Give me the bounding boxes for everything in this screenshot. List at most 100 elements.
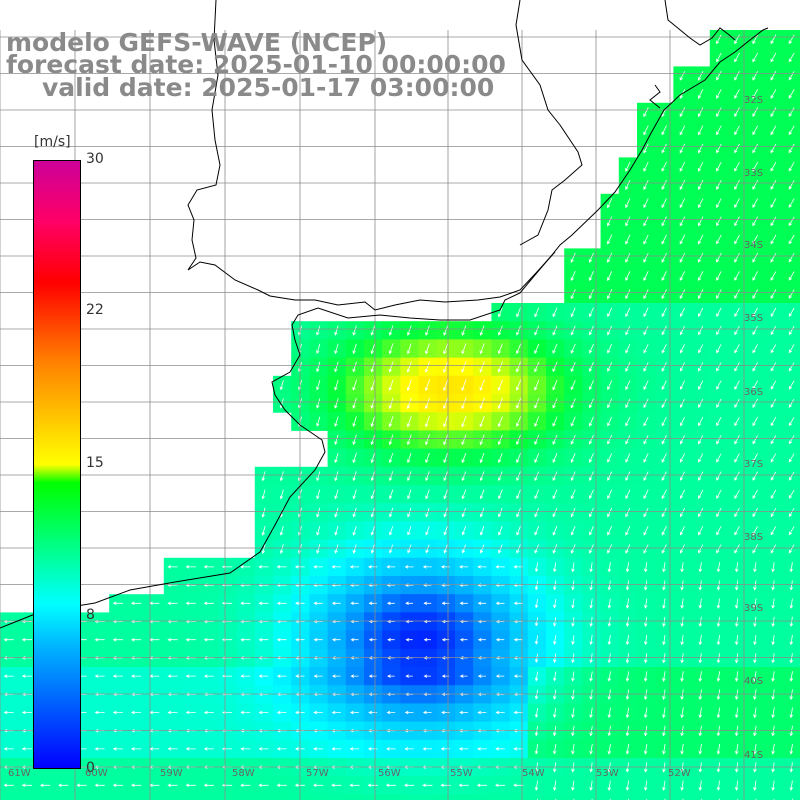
wind-arrow: [370, 526, 375, 536]
wind-arrow: [552, 325, 558, 336]
wind-arrow: [697, 107, 704, 118]
wind-arrow: [697, 216, 704, 227]
wind-arrow: [552, 434, 558, 445]
wind-arrow: [716, 344, 722, 354]
wind-cell: [145, 794, 165, 800]
wind-arrow: [734, 526, 740, 536]
wind-arrow: [788, 34, 795, 45]
wind-arrow: [716, 307, 722, 318]
wind-arrow: [625, 507, 631, 518]
wind-arrow: [770, 252, 777, 263]
wind-arrow: [461, 397, 467, 410]
wind-arrow: [261, 471, 266, 482]
wind-arrow: [334, 379, 339, 391]
wind-arrow: [625, 743, 630, 755]
wind-arrow: [698, 580, 703, 591]
wind-arrow: [570, 489, 576, 500]
wind-arrow: [386, 565, 396, 569]
wind-arrow: [625, 707, 630, 719]
wind-arrow: [662, 743, 666, 755]
wind-arrow: [788, 435, 795, 445]
wind-arrow: [443, 434, 449, 446]
wind-arrow: [644, 598, 648, 609]
wind-arrow: [788, 52, 795, 63]
lat-label: 33S: [744, 168, 764, 179]
wind-arrow: [516, 343, 522, 355]
wind-arrow: [698, 598, 703, 609]
wind-arrow: [588, 507, 594, 518]
wind-arrow: [258, 674, 269, 678]
wind-arrow: [770, 344, 777, 354]
wind-arrow: [607, 434, 613, 445]
wind-arrow: [553, 671, 557, 682]
wind-arrow: [167, 601, 178, 606]
wind-arrow: [644, 616, 648, 628]
wind-arrow: [461, 434, 467, 446]
wind-arrow: [94, 637, 105, 642]
wind-arrow: [698, 489, 704, 500]
wind-arrow: [313, 747, 323, 751]
wind-arrow: [589, 598, 593, 609]
wind-arrow: [534, 617, 539, 627]
wind-arrow: [534, 361, 540, 373]
wind-arrow: [752, 52, 759, 63]
wind-arrow: [662, 562, 666, 573]
wind-arrow: [734, 34, 740, 45]
wind-arrow: [716, 507, 722, 518]
wind-arrow: [479, 379, 485, 391]
wind-arrow: [3, 674, 14, 678]
wind-arrow: [350, 637, 359, 642]
wind-arrow: [458, 747, 469, 751]
wind-arrow: [370, 452, 375, 464]
wind-arrow: [461, 489, 467, 500]
wind-arrow: [352, 416, 357, 428]
wind-arrow: [788, 107, 795, 117]
wind-arrow: [185, 674, 196, 678]
wind-arrow: [698, 671, 703, 682]
wind-arrow: [261, 507, 266, 518]
wind-arrow: [625, 416, 631, 427]
wind-arrow: [58, 783, 69, 788]
wind-arrow: [788, 289, 795, 299]
wind-arrow: [697, 289, 704, 300]
wind-arrow: [589, 653, 593, 664]
wind-arrow: [425, 452, 430, 464]
lat-lon-grid: [0, 30, 800, 800]
wind-arrow: [716, 526, 722, 536]
wind-arrow: [368, 565, 378, 569]
wind-arrow: [261, 544, 266, 554]
wind-arrow: [425, 544, 430, 554]
wind-arrow: [570, 453, 576, 463]
wind-arrow: [698, 362, 704, 372]
wind-arrow: [698, 743, 703, 755]
wind-arrow: [334, 398, 339, 409]
wind-arrow: [352, 343, 357, 355]
wind-arrow: [716, 107, 722, 118]
wind-arrow: [771, 580, 775, 591]
wind-arrow: [221, 783, 233, 788]
wind-arrow: [770, 471, 777, 481]
wind-arrow: [112, 637, 123, 642]
lon-label: 56W: [378, 768, 401, 779]
wind-arrow: [443, 379, 449, 392]
wind-arrow: [570, 471, 576, 482]
wind-arrow: [406, 325, 412, 336]
wind-arrow: [734, 653, 739, 664]
wind-arrow: [477, 710, 487, 715]
wind-arrow: [334, 489, 339, 500]
wind-arrow: [495, 565, 505, 569]
wind-arrow: [240, 637, 251, 642]
wind-arrow: [349, 565, 360, 569]
wind-arrow: [461, 343, 467, 355]
wind-arrow: [661, 362, 667, 372]
wind-arrow: [752, 398, 758, 409]
wind-arrow: [516, 526, 521, 536]
wind-arrow: [571, 562, 575, 573]
wind-arrow: [386, 601, 395, 606]
wind-arrow: [679, 161, 686, 172]
wind-arrow: [130, 637, 142, 642]
wind-arrow: [770, 70, 777, 81]
wind-arrow: [643, 562, 648, 573]
wind-arrow: [644, 653, 648, 664]
wind-arrow: [661, 453, 667, 463]
